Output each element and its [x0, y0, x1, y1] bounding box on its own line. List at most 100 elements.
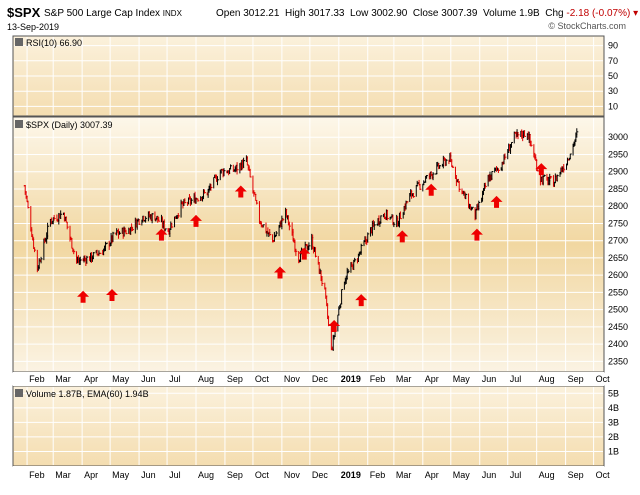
x-tick-label: Mar — [396, 470, 412, 480]
x-tick-label: May — [112, 374, 130, 384]
up-arrow-icon — [298, 247, 311, 260]
price-tick-label: 2600 — [608, 270, 628, 280]
x-tick-label: Nov — [284, 470, 301, 480]
index-name: S&P 500 Large Cap Index — [44, 8, 161, 19]
price-tick-label: 3000 — [608, 132, 628, 142]
x-tick-label: Jul — [510, 374, 522, 384]
quote-date: 13-Sep-2019 — [7, 22, 60, 32]
x-axis-band-top — [13, 372, 604, 386]
up-arrow-icon — [106, 288, 118, 301]
x-tick-label: Mar — [396, 374, 412, 384]
up-arrow-icon — [77, 290, 90, 303]
down-triangle-icon: ▾ — [633, 8, 639, 19]
volume-tick-label: 5B — [608, 388, 619, 398]
x-tick-label: Oct — [596, 374, 611, 384]
x-tick-label: Sep — [227, 470, 243, 480]
volume-value: 1.9B — [519, 8, 540, 19]
rsi-tick-label: 30 — [608, 86, 618, 96]
buy-arrows — [77, 163, 548, 332]
price-legend-text: $SPX (Daily) 3007.39 — [26, 120, 113, 130]
volume-tick-label: 3B — [608, 417, 619, 427]
x-tick-label: Apr — [84, 470, 98, 480]
quote-summary: Open 3012.21 High 3017.33 Low 3002.90 Cl… — [216, 8, 638, 19]
low-label: Low — [350, 8, 369, 19]
rsi-legend-text: RSI(10) 66.90 — [26, 38, 82, 48]
x-tick-label: Jun — [482, 374, 497, 384]
rsi-tick-label: 90 — [608, 41, 618, 51]
x-tick-label: Feb — [370, 470, 386, 480]
x-tick-label: Jun — [141, 470, 156, 480]
close-label: Close — [412, 8, 439, 19]
x-tick-label: Dec — [312, 374, 329, 384]
x-tick-label: Oct — [255, 470, 270, 480]
price-tick-label: 2550 — [608, 287, 628, 297]
volume-legend: Volume 1.87B, EMA(60) 1.94B — [15, 389, 149, 399]
up-arrow-icon — [155, 228, 168, 241]
up-arrow-icon — [274, 266, 286, 279]
up-arrow-icon — [470, 228, 483, 241]
price-tick-label: 2400 — [608, 339, 628, 349]
volume-panel — [12, 385, 605, 467]
x-tick-label: Dec — [312, 470, 329, 480]
rsi-tick-label: 10 — [608, 101, 618, 111]
x-tick-label: Jun — [482, 470, 497, 480]
high-value: 3017.33 — [308, 8, 345, 19]
chart-header: $SPX S&P 500 Large Cap Index INDX 13-Sep… — [0, 0, 640, 36]
x-tick-label: Nov — [284, 374, 301, 384]
price-tick-label: 2500 — [608, 305, 628, 315]
close-value: 3007.39 — [441, 8, 478, 19]
up-arrow-icon — [190, 214, 202, 227]
watermark: © StockCharts.com — [548, 21, 626, 31]
price-tick-label: 2750 — [608, 218, 628, 228]
x-tick-label: Mar — [55, 374, 71, 384]
x-axis-bottom: Feb Mar Apr May Jun Jul Aug Sep Oct Nov Dec 2019 Feb… — [29, 470, 610, 480]
price-legend: $SPX (Daily) 3007.39 — [15, 120, 113, 130]
volume-legend-text: Volume 1.87B, EMA(60) 1.94B — [26, 389, 149, 399]
x-tick-label: Apr — [425, 470, 439, 480]
volume-tick-label: 1B — [608, 446, 619, 456]
rsi-legend: RSI(10) 66.90 — [15, 38, 82, 48]
x-tick-label: Apr — [425, 374, 439, 384]
open-label: Open — [216, 8, 241, 19]
price-tick-label: 2900 — [608, 167, 628, 177]
x-tick-label: Feb — [29, 470, 45, 480]
symbol: $SPX — [7, 5, 41, 20]
x-tick-label: May — [112, 470, 130, 480]
up-arrow-icon — [535, 163, 548, 176]
x-tick-label: Aug — [539, 374, 555, 384]
volume-legend-swatch — [15, 389, 23, 397]
exchange: INDX — [162, 9, 182, 18]
chg-label: Chg — [545, 8, 564, 19]
price-legend-swatch — [15, 120, 23, 128]
rsi-axis: 90 70 50 30 10 — [608, 41, 618, 112]
x-tick-label: Jul — [169, 470, 181, 480]
x-axis-top: Feb Mar Apr May Jun Jul Aug Sep Oct Nov Dec 2019 Feb… — [29, 374, 610, 384]
volume-label: Volume — [482, 8, 517, 19]
price-tick-label: 2350 — [608, 356, 628, 366]
high-label: High — [284, 8, 306, 19]
symbol-description: S&P 500 Large Cap Index INDX — [44, 8, 182, 19]
rsi-tick-label: 50 — [608, 71, 618, 81]
price-tick-label: 2800 — [608, 201, 628, 211]
up-arrow-icon — [355, 294, 368, 307]
price-axis: 3000 2950 2900 2850 2800 2750 2700 2650 2600 2550… — [608, 132, 628, 366]
price-bars — [23, 128, 579, 351]
x-tick-label: Jul — [510, 470, 522, 480]
x-axis-band-bottom — [13, 466, 604, 482]
price-tick-label: 2450 — [608, 322, 628, 332]
price-tick-label: 2850 — [608, 184, 628, 194]
chg-value: -2.18 (-0.07%) — [566, 8, 631, 19]
grid-lines — [14, 37, 603, 465]
x-tick-label: Sep — [568, 470, 584, 480]
x-tick-label: Jul — [169, 374, 181, 384]
price-tick-label: 2650 — [608, 253, 628, 263]
x-tick-label: 2019 — [341, 470, 361, 480]
x-tick-label: Apr — [84, 374, 98, 384]
volume-tick-label: 2B — [608, 432, 619, 442]
up-arrow-icon — [328, 320, 341, 332]
low-value: 3002.90 — [371, 8, 408, 19]
x-tick-label: May — [453, 470, 471, 480]
up-arrow-icon — [490, 195, 503, 208]
open-value: 3012.21 — [243, 8, 280, 19]
